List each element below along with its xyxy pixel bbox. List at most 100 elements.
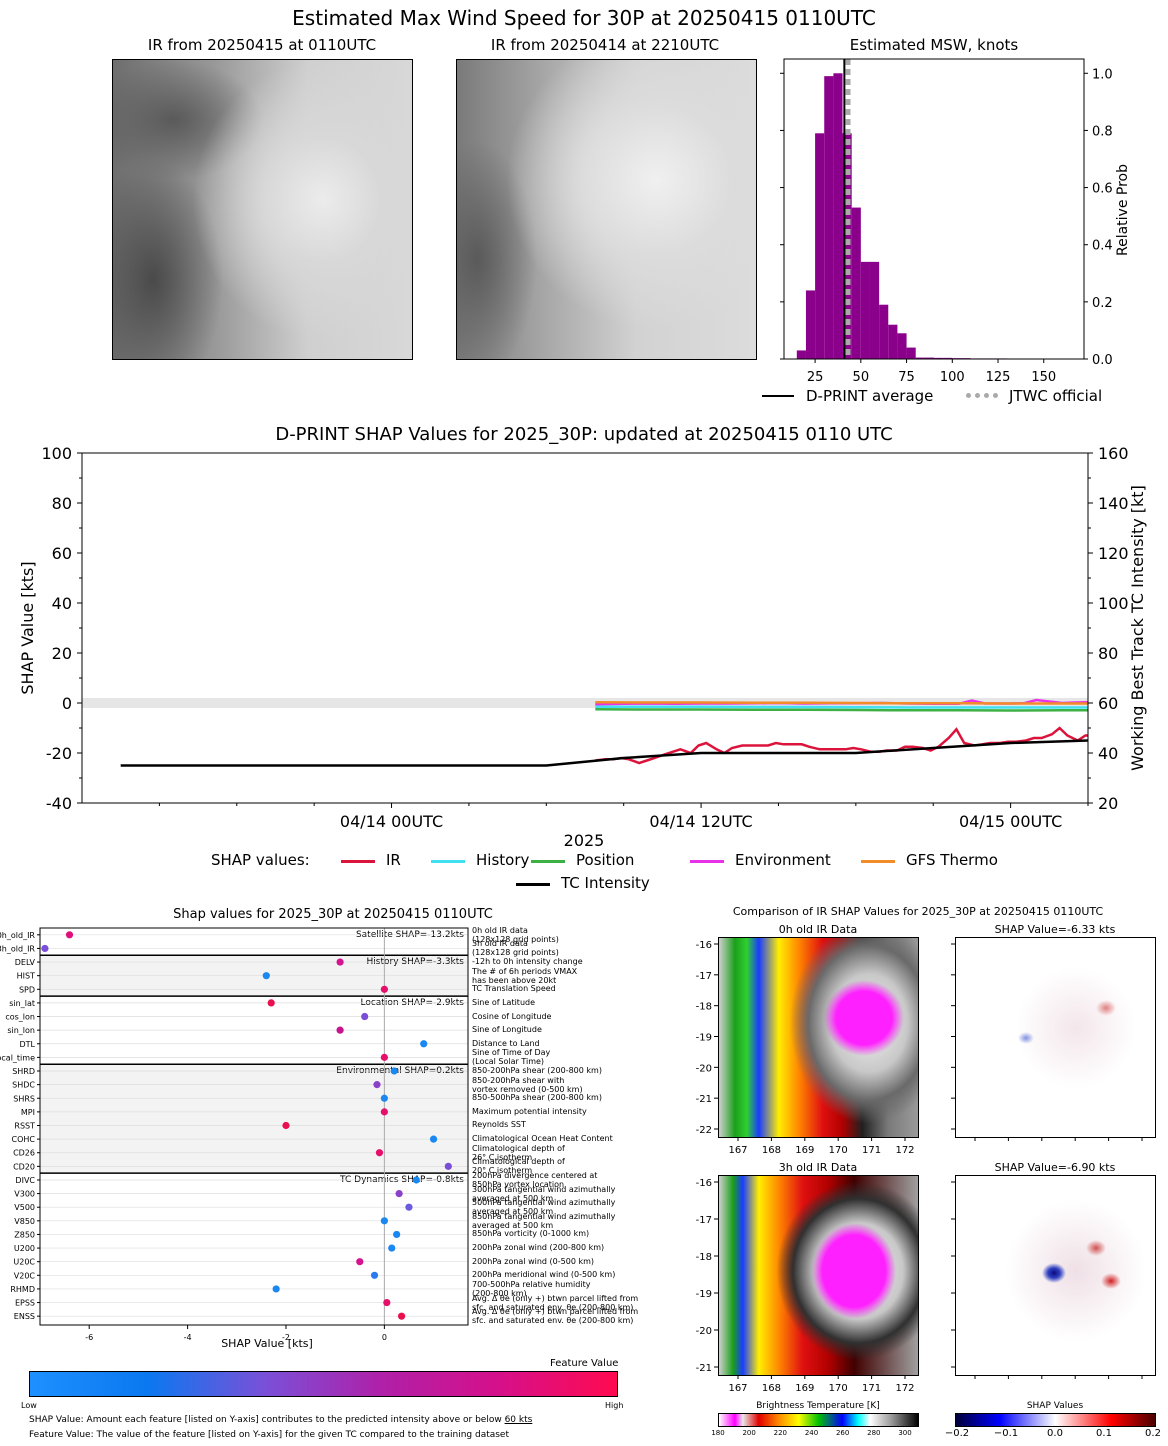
feat-desc-line: averaged at 500 km [472, 1193, 554, 1203]
feat-xtick-label: 0 [382, 1333, 387, 1342]
ts-y2label: Working Best Track TC Intensity [kt] [1128, 485, 1147, 771]
feat-name-0h_old_IR: 0h_old_IR [0, 931, 35, 940]
feat-desc-line: averaged at 500 km [472, 1207, 554, 1217]
hist-bar [869, 261, 880, 359]
feat-name-DELV: DELV [15, 958, 36, 967]
bt-colorbar-tick-label: 260 [835, 1429, 850, 1437]
ir-compare-axes: -16 -17 -18 -19 -20 -21 -22 167 168 169 170 171 172 -… [696, 940, 1143, 1394]
shap-values-colorbar [955, 1413, 1156, 1427]
feat-desc-CD20: Climatological depth of 20° C isotherm [472, 1157, 565, 1175]
feat-name-V500: V500 [14, 1203, 35, 1212]
hist-bar [796, 350, 806, 359]
feat-desc-line: 850hPa tangential wind azimuthally [472, 1211, 616, 1221]
feat-desc-sin_local_time: Sine of Time of Day (Local Solar Time) [472, 1048, 550, 1066]
feat-name-RHMD: RHMD [10, 1285, 35, 1294]
legend-swatch-position [531, 860, 565, 863]
ts-ytick-label: -40 [46, 794, 72, 813]
feat-desc-SPD: TC Translation Speed [472, 984, 556, 993]
feat-desc-0h_old_IR: 0h old IR data (128x128 grid points) [472, 926, 559, 944]
feat-dot-HIST [262, 972, 270, 980]
shap-3h-title: SHAP Value=-6.90 kts [994, 1161, 1116, 1174]
bt-colorbar-tick-label: 180 [711, 1429, 725, 1437]
feature-colorbar-low: Low [21, 1401, 37, 1410]
feat-name-CD20: CD20 [13, 1162, 35, 1171]
feat-dot-SHDC [373, 1081, 381, 1089]
shap-colorbar-tick-label: 0.2 [1145, 1428, 1161, 1439]
ir0h-lon-label: 167 [728, 1145, 747, 1156]
feat-desc-RHMD: 700-500hPa relative humidity (200-800 km) [472, 1280, 590, 1298]
feat-dot-MPI [380, 1108, 388, 1116]
feat-desc-line: 200hPa zonal wind (200-800 km) [472, 1243, 605, 1253]
ts-ytick-label: 80 [52, 494, 72, 513]
feat-desc-line: has been above 20kt [472, 975, 557, 985]
feat-desc-line: 20° C isotherm [472, 1166, 533, 1176]
feat-desc-RSST: Reynolds SST [472, 1120, 526, 1129]
feat-desc-line: TC Translation Speed [472, 984, 556, 994]
ir-0h-title: 0h old IR Data [778, 923, 858, 936]
ir0h-lat-label: -19 [696, 1033, 712, 1044]
ir3h-lat-label: -19 [696, 1289, 712, 1300]
hist-frame [783, 58, 1085, 360]
ts-legend-title: SHAP values: [211, 851, 310, 869]
feat-desc-line: 700-500hPa relative humidity [472, 1279, 591, 1289]
legend-swatch-environment [690, 860, 724, 863]
feat-group-band [40, 928, 468, 956]
ir3h-lat-label: -20 [696, 1326, 712, 1337]
hist-ytick-label: 0.4 [1092, 239, 1113, 254]
feat-desc-line: sfc. and saturated env. θe (200-800 km) [472, 1302, 634, 1312]
feature-colorbar-high: High [605, 1401, 624, 1410]
ir3h-lat-label: -16 [696, 1178, 712, 1189]
hist-bar [805, 290, 816, 359]
legend-jtwc-label: JTWC official [1009, 387, 1103, 405]
feat-name-Z850: Z850 [14, 1230, 35, 1239]
hist-ytick-label: 0.6 [1092, 182, 1113, 197]
feat-desc-sin_lon: Sine of Longitude [472, 1025, 542, 1034]
feat-dot-ENSS [397, 1312, 406, 1320]
footnote-2: Feature Value: The value of the feature … [29, 1430, 510, 1440]
feat-desc-line: Distance to Land [472, 1038, 540, 1048]
ts-ytick-label: -20 [46, 744, 72, 763]
ir-0h-colored-map [718, 937, 919, 1138]
ir0h-lat-label: -21 [696, 1094, 712, 1105]
ir0h-lon-label: 169 [795, 1145, 814, 1156]
legend-label-position: Position [576, 851, 635, 869]
feat-group-band [40, 1064, 468, 1174]
feat-desc-ENSS: Avg. Δ θe (only +) btwn parcel lifted fr… [472, 1307, 638, 1325]
feat-desc-DIVC: 200hPa divergence centered at 850hPa vort… [472, 1171, 597, 1189]
feat-dot-3h_old_IR [41, 944, 49, 953]
ir0h-lat-label: -18 [696, 1002, 712, 1013]
feat-desc-line: sfc. and saturated env. θe (200-800 km) [472, 1316, 634, 1326]
legend-dprint-label: D-PRINT average [806, 387, 934, 405]
legend-swatch-tc-intensity [516, 883, 550, 886]
hist-bar [842, 133, 852, 359]
hist-ytick-label: 0.0 [1092, 353, 1113, 368]
ir3h-lat-label: -17 [696, 1215, 712, 1226]
feat-desc-line: Climatological depth of [472, 1143, 565, 1153]
hist-xtick-label: 125 [986, 370, 1011, 385]
footnote-1-text: SHAP Value: Amount each feature [listed … [29, 1415, 505, 1425]
ts-y2tick-label: 120 [1098, 544, 1129, 563]
feat-name-CD26: CD26 [13, 1149, 35, 1158]
msw-histogram: 25 50 75 100 125 150 0.0 0.2 0.4 0.6 0.8 1.0 Relat… [780, 58, 1131, 385]
ir3h-lon-label: 167 [728, 1383, 747, 1394]
feat-desc-SHRD: 850-200hPa shear (200-800 km) [472, 1066, 602, 1075]
feat-desc-V300: 300hPa tangential wind azimuthally averag… [472, 1185, 615, 1203]
feat-name-U200: U200 [14, 1244, 35, 1253]
feat-desc-line: Climatological Ocean Heat Content [472, 1134, 613, 1144]
feat-desc-MPI: Maximum potential intensity [472, 1107, 587, 1116]
feat-xlabel: SHAP Value [kts] [221, 1337, 313, 1350]
ts-ytick-label: 40 [52, 594, 72, 613]
feat-name-sin_lat: sin_lat [9, 999, 35, 1008]
ir0h-lon-label: 172 [895, 1145, 914, 1156]
feat-desc-line: averaged at 500 km [472, 1220, 554, 1230]
feat-dot-V300 [395, 1189, 403, 1198]
feat-dot-EPSS [383, 1298, 391, 1307]
feat-dot-sin_local_time [380, 1053, 388, 1061]
hist-bar [924, 357, 934, 359]
feat-desc-line: -12h to 0h intensity change [472, 957, 583, 967]
feat-desc-line: 26° C isotherm [472, 1152, 533, 1162]
footnote-1-value: 60 kts [504, 1415, 533, 1425]
ir3h-lat-label: -21 [696, 1363, 712, 1374]
ir0h-lon-label: 168 [762, 1145, 781, 1156]
